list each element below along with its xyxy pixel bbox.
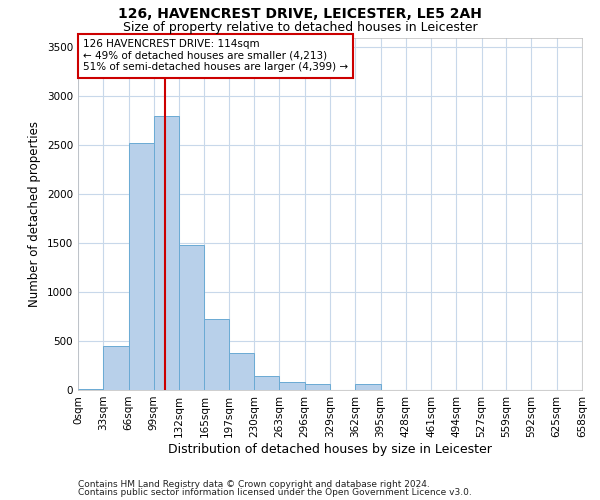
- Bar: [154, 116, 179, 390]
- Bar: [103, 346, 128, 390]
- Text: Size of property relative to detached houses in Leicester: Size of property relative to detached ho…: [122, 21, 478, 34]
- Bar: [305, 384, 330, 390]
- X-axis label: Distribution of detached houses by size in Leicester: Distribution of detached houses by size …: [168, 442, 492, 456]
- Y-axis label: Number of detached properties: Number of detached properties: [28, 120, 41, 306]
- Text: 126, HAVENCREST DRIVE, LEICESTER, LE5 2AH: 126, HAVENCREST DRIVE, LEICESTER, LE5 2A…: [118, 8, 482, 22]
- Text: Contains HM Land Registry data © Crown copyright and database right 2024.: Contains HM Land Registry data © Crown c…: [78, 480, 430, 489]
- Bar: [355, 384, 380, 390]
- Bar: [78, 389, 103, 390]
- Bar: [229, 353, 254, 390]
- Bar: [205, 318, 229, 390]
- Bar: [254, 376, 280, 390]
- Text: Contains public sector information licensed under the Open Government Licence v3: Contains public sector information licen…: [78, 488, 472, 497]
- Bar: [128, 143, 154, 390]
- Bar: [280, 382, 305, 390]
- Bar: [179, 245, 205, 390]
- Text: 126 HAVENCREST DRIVE: 114sqm
← 49% of detached houses are smaller (4,213)
51% of: 126 HAVENCREST DRIVE: 114sqm ← 49% of de…: [83, 40, 348, 72]
